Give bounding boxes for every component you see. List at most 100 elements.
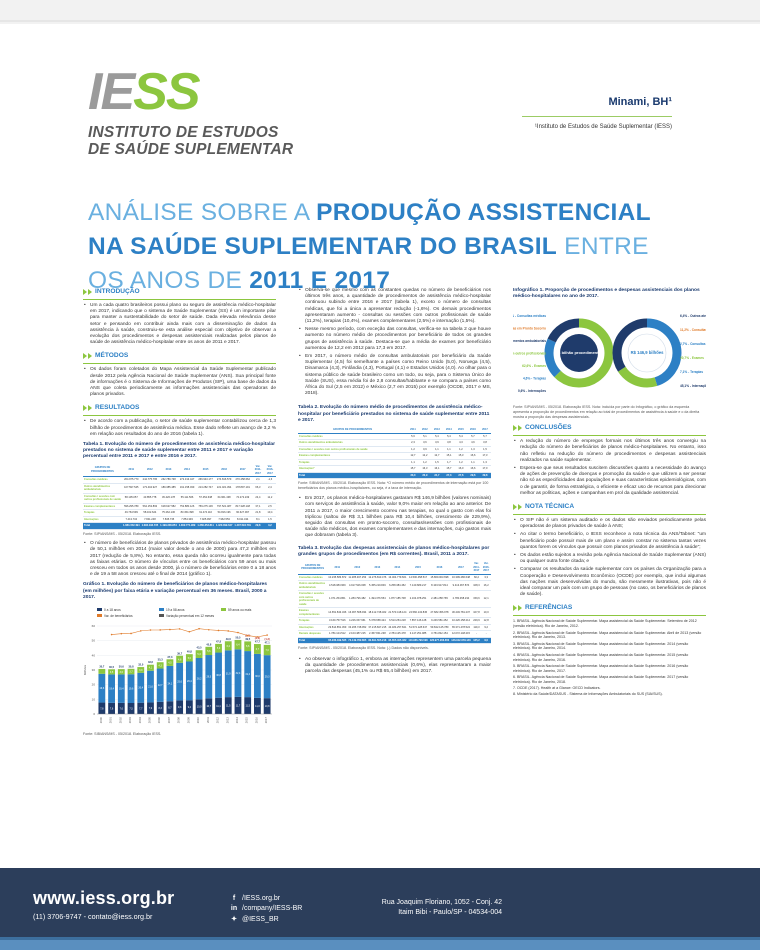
bar-value-label: 5,0 — [188, 657, 192, 660]
table-cell: 83.454.398 — [177, 509, 197, 517]
table-cell: 221.021.394 — [214, 483, 234, 494]
table-1-source: Fonte: SIP/ANS/MS - 05/2018. Elaboração … — [83, 531, 162, 536]
author: Minami, BH¹ — [608, 96, 672, 108]
chart-bar-segment — [117, 674, 125, 703]
table-cell: 73.149.782.805 — [347, 637, 368, 645]
table-row: Total 23,0 22,9 24,7 27,3 27,6 29,6 29,8 — [298, 472, 491, 480]
table-cell: Total — [298, 637, 328, 645]
infographic-source: Fonte: SIP/ANS/MS - 05/2018. Elaboração … — [513, 405, 700, 419]
infographic-caption: Infográfico 1. Proporção de procedimento… — [513, 288, 700, 300]
table-header-cell: Var. 2016-2017 — [481, 561, 491, 575]
bar-value-label: 7,5 — [129, 708, 133, 711]
bar-value-label: 11,7 — [236, 704, 241, 707]
table-cell: 1,2 — [407, 446, 419, 454]
table-header-cell: 2017 — [450, 561, 472, 575]
social-linkedin[interactable]: in/company/IESS-BR — [230, 904, 302, 914]
affiliation: ¹Instituto de Estudos de Saúde Suplement… — [534, 124, 672, 130]
chart-bar-segment — [137, 667, 145, 673]
variation-point — [110, 633, 113, 636]
table-cell: 1,3 — [478, 459, 491, 467]
table-cell: 1.366.353.811 — [196, 522, 215, 530]
col2-bullet-5: Ao observar o infográfico 1, embora as i… — [298, 657, 491, 676]
table-row: Consultas / sessões com outros profissio… — [298, 446, 491, 454]
bar-value-label: 7,6 — [120, 708, 124, 711]
table-3: GRUPOS DE PROCEDIMENTOS 2011 2012 2013 2014 2… — [298, 561, 491, 645]
table-cell: 21,8 — [252, 509, 264, 517]
bar-value-label: 20,4 — [138, 687, 143, 690]
table-cell: Consultas médicas — [83, 476, 122, 484]
table-cell: 82.691.505.218 — [367, 637, 388, 645]
donut-expenses: R$ 146,9 bilhões — [612, 318, 682, 388]
table-cell: 2.780.458.234 — [450, 590, 472, 609]
section-heading-results: RESULTADOS — [83, 404, 276, 412]
table-cell: 65.371.478.524 — [450, 624, 472, 632]
table-cell: 57.452.638 — [196, 493, 215, 504]
table-cell: - — [471, 630, 482, 638]
legend-label: Var. de beneficiários — [104, 614, 133, 618]
chart-bar-segment — [254, 653, 261, 698]
reference-item: 5. BRASIL. Agência Nacional de Saúde Sup… — [513, 663, 689, 673]
variation-line — [111, 628, 268, 638]
footer-bottom-band — [0, 940, 760, 950]
table-cell: 5,6 — [407, 433, 419, 441]
table-cell: 119,3 — [471, 624, 482, 632]
bar-value-label: 3,9 — [139, 669, 143, 672]
twitter-icon: ✦ — [231, 915, 237, 923]
x-tick-label: 2005 — [147, 717, 151, 724]
bar-total-label: 30,7 — [99, 665, 105, 669]
table-cell: 752.880.126 — [177, 503, 197, 511]
donut-slice-exames — [612, 318, 682, 388]
logo-line-2: DE SAÚDE SUPLEMENTAR — [88, 141, 294, 158]
table-cell: 7.841.248 — [140, 516, 160, 524]
infographic-1: 1,3 bilhão procedimentos R$ 146,9 bilhõe… — [466, 303, 735, 403]
section-title: REFERÊNCIAS — [525, 604, 573, 612]
x-tick-label: 2016 — [254, 717, 258, 724]
chart-bar-segment — [224, 650, 232, 698]
chart-bar-segment — [127, 703, 135, 715]
section-title: INTRODUÇÃO — [95, 288, 140, 295]
variation-point — [149, 629, 152, 631]
table-cell: 1.362.771.969 — [177, 522, 197, 530]
variation-point — [217, 629, 220, 632]
table-cell: 5,1 — [418, 433, 431, 441]
bar-value-label: 7,8 — [100, 707, 104, 710]
footer-band — [0, 937, 760, 940]
bar-value-label: 30,8 — [216, 674, 221, 677]
table-cell: 1,1 — [442, 446, 455, 454]
table-cell: 107,8 — [471, 607, 482, 619]
table-cell: 797.521.487 — [214, 503, 234, 511]
title-part-1: ANÁLISE SOBRE A — [88, 199, 317, 226]
table-cell: 16,6 — [466, 452, 479, 460]
chart-bar-segment — [156, 662, 164, 669]
y-tick-label: 10 — [92, 697, 96, 701]
bar-value-label: 4,8 — [178, 658, 182, 661]
table-cell: 817.328.148 — [233, 503, 252, 511]
chart-bar-segment — [224, 697, 232, 715]
table-cell: 6.513.254.218 — [387, 617, 408, 625]
table-row: Outros atendimentos ambulatoriais 2,3 3,6 3… — [298, 439, 491, 447]
table-cell: 2,5 — [263, 503, 276, 511]
table-cell: 2.103.487.215 — [347, 630, 368, 638]
table-cell: 189.385.485 — [159, 483, 178, 494]
table-cell: 29,6 — [466, 472, 479, 480]
x-tick-label: 2012 — [216, 717, 220, 724]
section-heading-references: REFERÊNCIAS — [513, 604, 706, 612]
social-facebook[interactable]: f/IESS.org.br — [230, 894, 302, 904]
variation-point — [120, 632, 123, 635]
footer-url-link[interactable]: www.iess.org.br — [33, 888, 175, 908]
author-divider — [522, 116, 672, 117]
table-cell: 596.295.789 — [121, 503, 141, 511]
chart-bar-segment — [156, 668, 164, 702]
bar-value-label: 19,4 — [119, 688, 124, 691]
footer-address: Rua Joaquim Floriano, 1052 - Conj. 42 It… — [358, 898, 502, 919]
social-twitter[interactable]: ✦ @IESS_BR — [230, 915, 302, 925]
table-2: GRUPOS DE PROCEDIMENTOS 2011 2012 2013 2014 2… — [298, 427, 491, 480]
table-cell: 4.917.526.008 — [347, 580, 368, 592]
table-cell: 173.404.927 — [140, 483, 160, 494]
infographic-label: 0,6% - Internações — [518, 389, 546, 393]
section-rule — [513, 615, 706, 617]
table-cell: 1.199.336.854 — [159, 522, 178, 530]
chart-bar-segment — [127, 674, 135, 704]
table-cell: 43.855.778 — [140, 493, 160, 504]
bar-total-label: 37,3 — [167, 655, 173, 659]
